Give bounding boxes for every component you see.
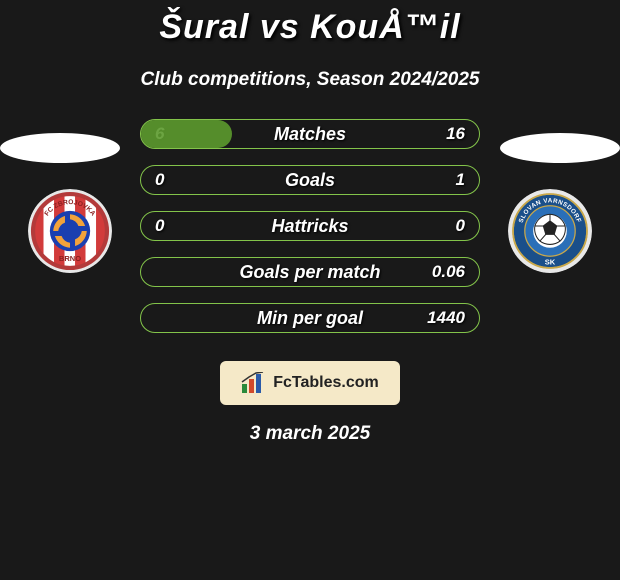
stat-label: Goals (141, 170, 479, 191)
crest-left-svg: FC ZBROJOVKA BRNO (28, 189, 112, 273)
footer-date: 3 march 2025 (0, 423, 620, 445)
stat-label: Hattricks (141, 216, 479, 237)
stat-label: Min per goal (141, 308, 479, 329)
stat-row-gpm: Goals per match 0.06 (140, 257, 480, 287)
comparison-area: FC ZBROJOVKA BRNO SLOVAN VARNSDORF SK 6 … (0, 119, 620, 349)
brand-logo-text: FcTables.com (273, 374, 379, 392)
stat-row-goals: 0 Goals 1 (140, 165, 480, 195)
svg-text:BRNO: BRNO (59, 254, 81, 263)
brand-logo-box[interactable]: FcTables.com (220, 361, 400, 405)
stat-row-hattricks: 0 Hattricks 0 (140, 211, 480, 241)
stat-label: Matches (141, 124, 479, 145)
page-subtitle: Club competitions, Season 2024/2025 (0, 69, 620, 91)
stat-row-matches: 6 Matches 16 (140, 119, 480, 149)
right-ellipse (500, 133, 620, 163)
stats-column: 6 Matches 16 0 Goals 1 0 Hattricks 0 Goa… (140, 119, 480, 349)
stat-row-mpg: Min per goal 1440 (140, 303, 480, 333)
bars-icon (241, 372, 267, 394)
crest-right: SLOVAN VARNSDORF SK (500, 181, 600, 281)
svg-text:SK: SK (545, 258, 556, 267)
left-ellipse (0, 133, 120, 163)
crest-right-svg: SLOVAN VARNSDORF SK (508, 189, 592, 273)
page-title: Šural vs KouÅ™il (0, 0, 620, 47)
stat-label: Goals per match (141, 262, 479, 283)
crest-left: FC ZBROJOVKA BRNO (20, 181, 120, 281)
